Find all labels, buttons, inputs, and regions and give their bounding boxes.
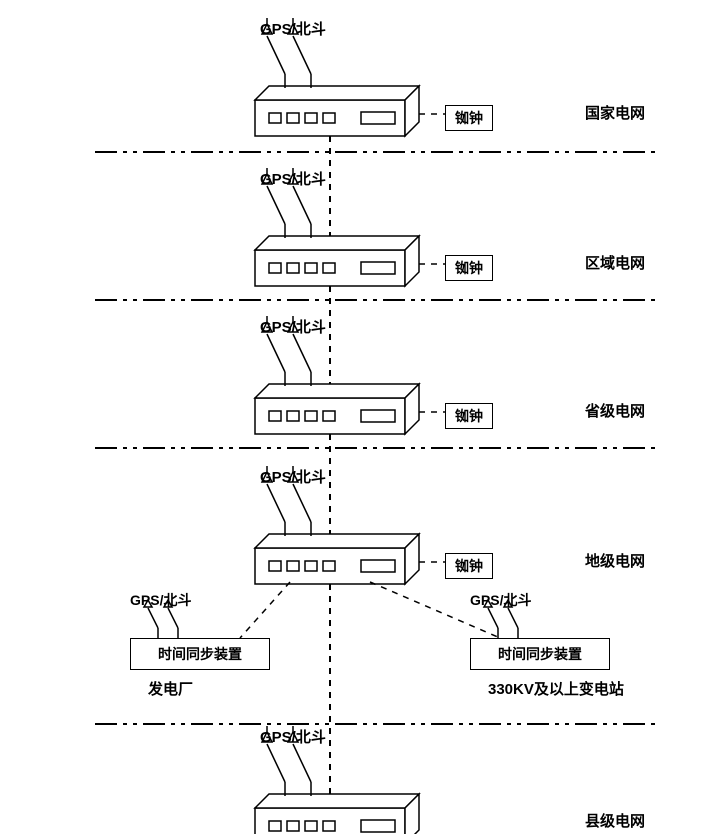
level-label-national: 国家电网	[585, 102, 645, 123]
level-label-county: 县级电网	[585, 810, 645, 831]
branch-gps-label: GPS/北斗	[130, 590, 191, 610]
level-label-prefecture: 地级电网	[585, 550, 645, 571]
clock-box: 铷钟	[445, 553, 493, 579]
sync-device-box: 时间同步装置	[130, 638, 270, 670]
clock-box: 铷钟	[445, 255, 493, 281]
gps-label: GPS/北斗	[260, 18, 326, 39]
clock-box: 铷钟	[445, 105, 493, 131]
gps-label: GPS/北斗	[260, 316, 326, 337]
branch-caption: 330KV及以上变电站	[488, 678, 624, 699]
level-label-regional: 区域电网	[585, 252, 645, 273]
branch-gps-label: GPS/北斗	[470, 590, 531, 610]
branch-caption: 发电厂	[148, 678, 193, 699]
gps-label: GPS/北斗	[260, 168, 326, 189]
gps-label: GPS/北斗	[260, 466, 326, 487]
sync-device-box: 时间同步装置	[470, 638, 610, 670]
clock-box: 铷钟	[445, 403, 493, 429]
level-label-province: 省级电网	[585, 400, 645, 421]
gps-label: GPS/北斗	[260, 726, 326, 747]
diagram-canvas: GPS/北斗铷钟国家电网GPS/北斗铷钟区域电网GPS/北斗铷钟省级电网GPS/…	[0, 0, 724, 834]
